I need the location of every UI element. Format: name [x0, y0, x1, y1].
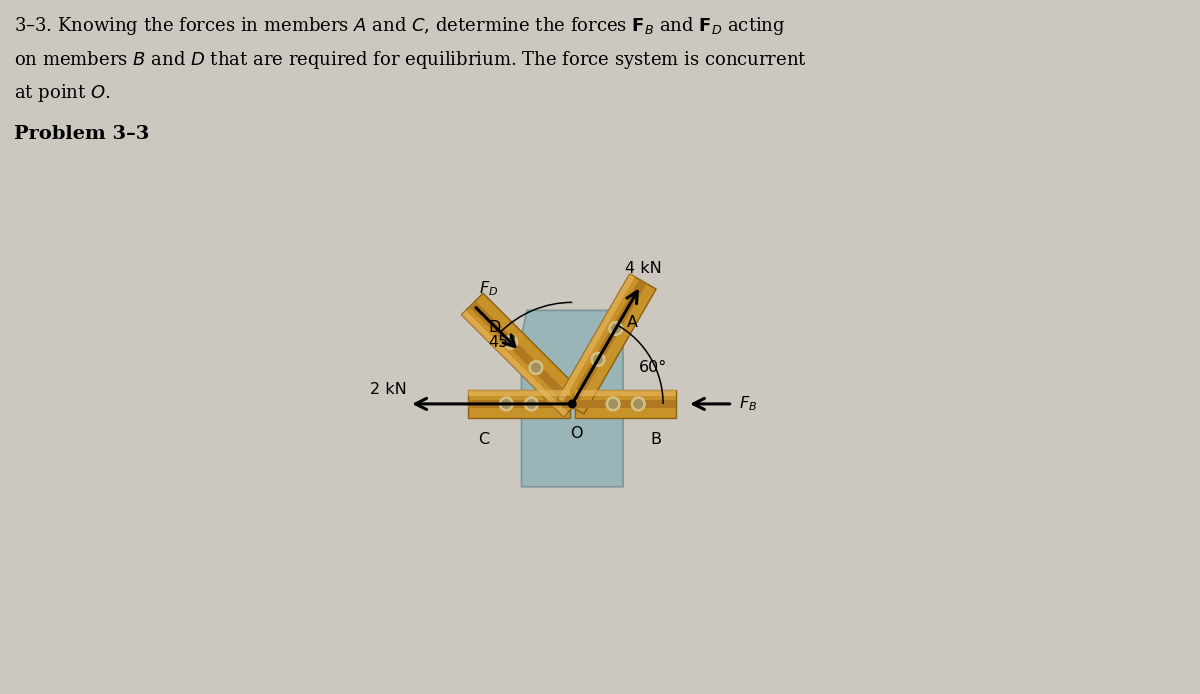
Polygon shape	[558, 274, 635, 402]
Polygon shape	[468, 390, 570, 396]
Circle shape	[532, 363, 540, 372]
Text: 45°: 45°	[488, 335, 517, 350]
Text: on members $B$ and $D$ that are required for equilibrium. The force system is co: on members $B$ and $D$ that are required…	[14, 49, 808, 71]
Polygon shape	[568, 279, 647, 409]
Text: $F_B$: $F_B$	[739, 395, 757, 413]
Polygon shape	[468, 390, 570, 418]
Circle shape	[499, 397, 514, 411]
Text: $F_D$: $F_D$	[479, 279, 498, 298]
Text: 60°: 60°	[640, 360, 667, 375]
Polygon shape	[462, 293, 586, 416]
Polygon shape	[558, 274, 656, 414]
Polygon shape	[469, 301, 577, 409]
Circle shape	[592, 353, 605, 366]
Circle shape	[527, 400, 535, 408]
Circle shape	[594, 355, 602, 364]
Circle shape	[569, 400, 576, 407]
Text: 4 kN: 4 kN	[625, 261, 661, 276]
Text: C: C	[478, 432, 488, 447]
Circle shape	[524, 397, 539, 411]
Text: A: A	[628, 314, 638, 330]
Text: 3–3. Knowing the forces in members $A$ and $C$, determine the forces $\mathbf{F}: 3–3. Knowing the forces in members $A$ a…	[14, 15, 786, 37]
Text: B: B	[650, 432, 661, 447]
Polygon shape	[575, 390, 677, 418]
Text: O: O	[570, 426, 583, 441]
Text: at point $O$.: at point $O$.	[14, 82, 112, 104]
Circle shape	[608, 400, 617, 408]
Circle shape	[631, 397, 646, 411]
Circle shape	[504, 335, 517, 349]
Polygon shape	[575, 400, 677, 408]
Polygon shape	[468, 400, 570, 408]
Polygon shape	[462, 310, 568, 416]
Text: D: D	[488, 320, 500, 335]
Text: Problem 3–3: Problem 3–3	[14, 125, 150, 143]
Text: 2 kN: 2 kN	[370, 382, 407, 398]
Circle shape	[502, 400, 510, 408]
Circle shape	[529, 361, 542, 375]
Circle shape	[612, 324, 620, 332]
Circle shape	[606, 397, 620, 411]
Polygon shape	[522, 310, 623, 486]
Circle shape	[634, 400, 642, 408]
Polygon shape	[575, 390, 677, 396]
Circle shape	[506, 338, 515, 346]
Circle shape	[608, 321, 623, 335]
